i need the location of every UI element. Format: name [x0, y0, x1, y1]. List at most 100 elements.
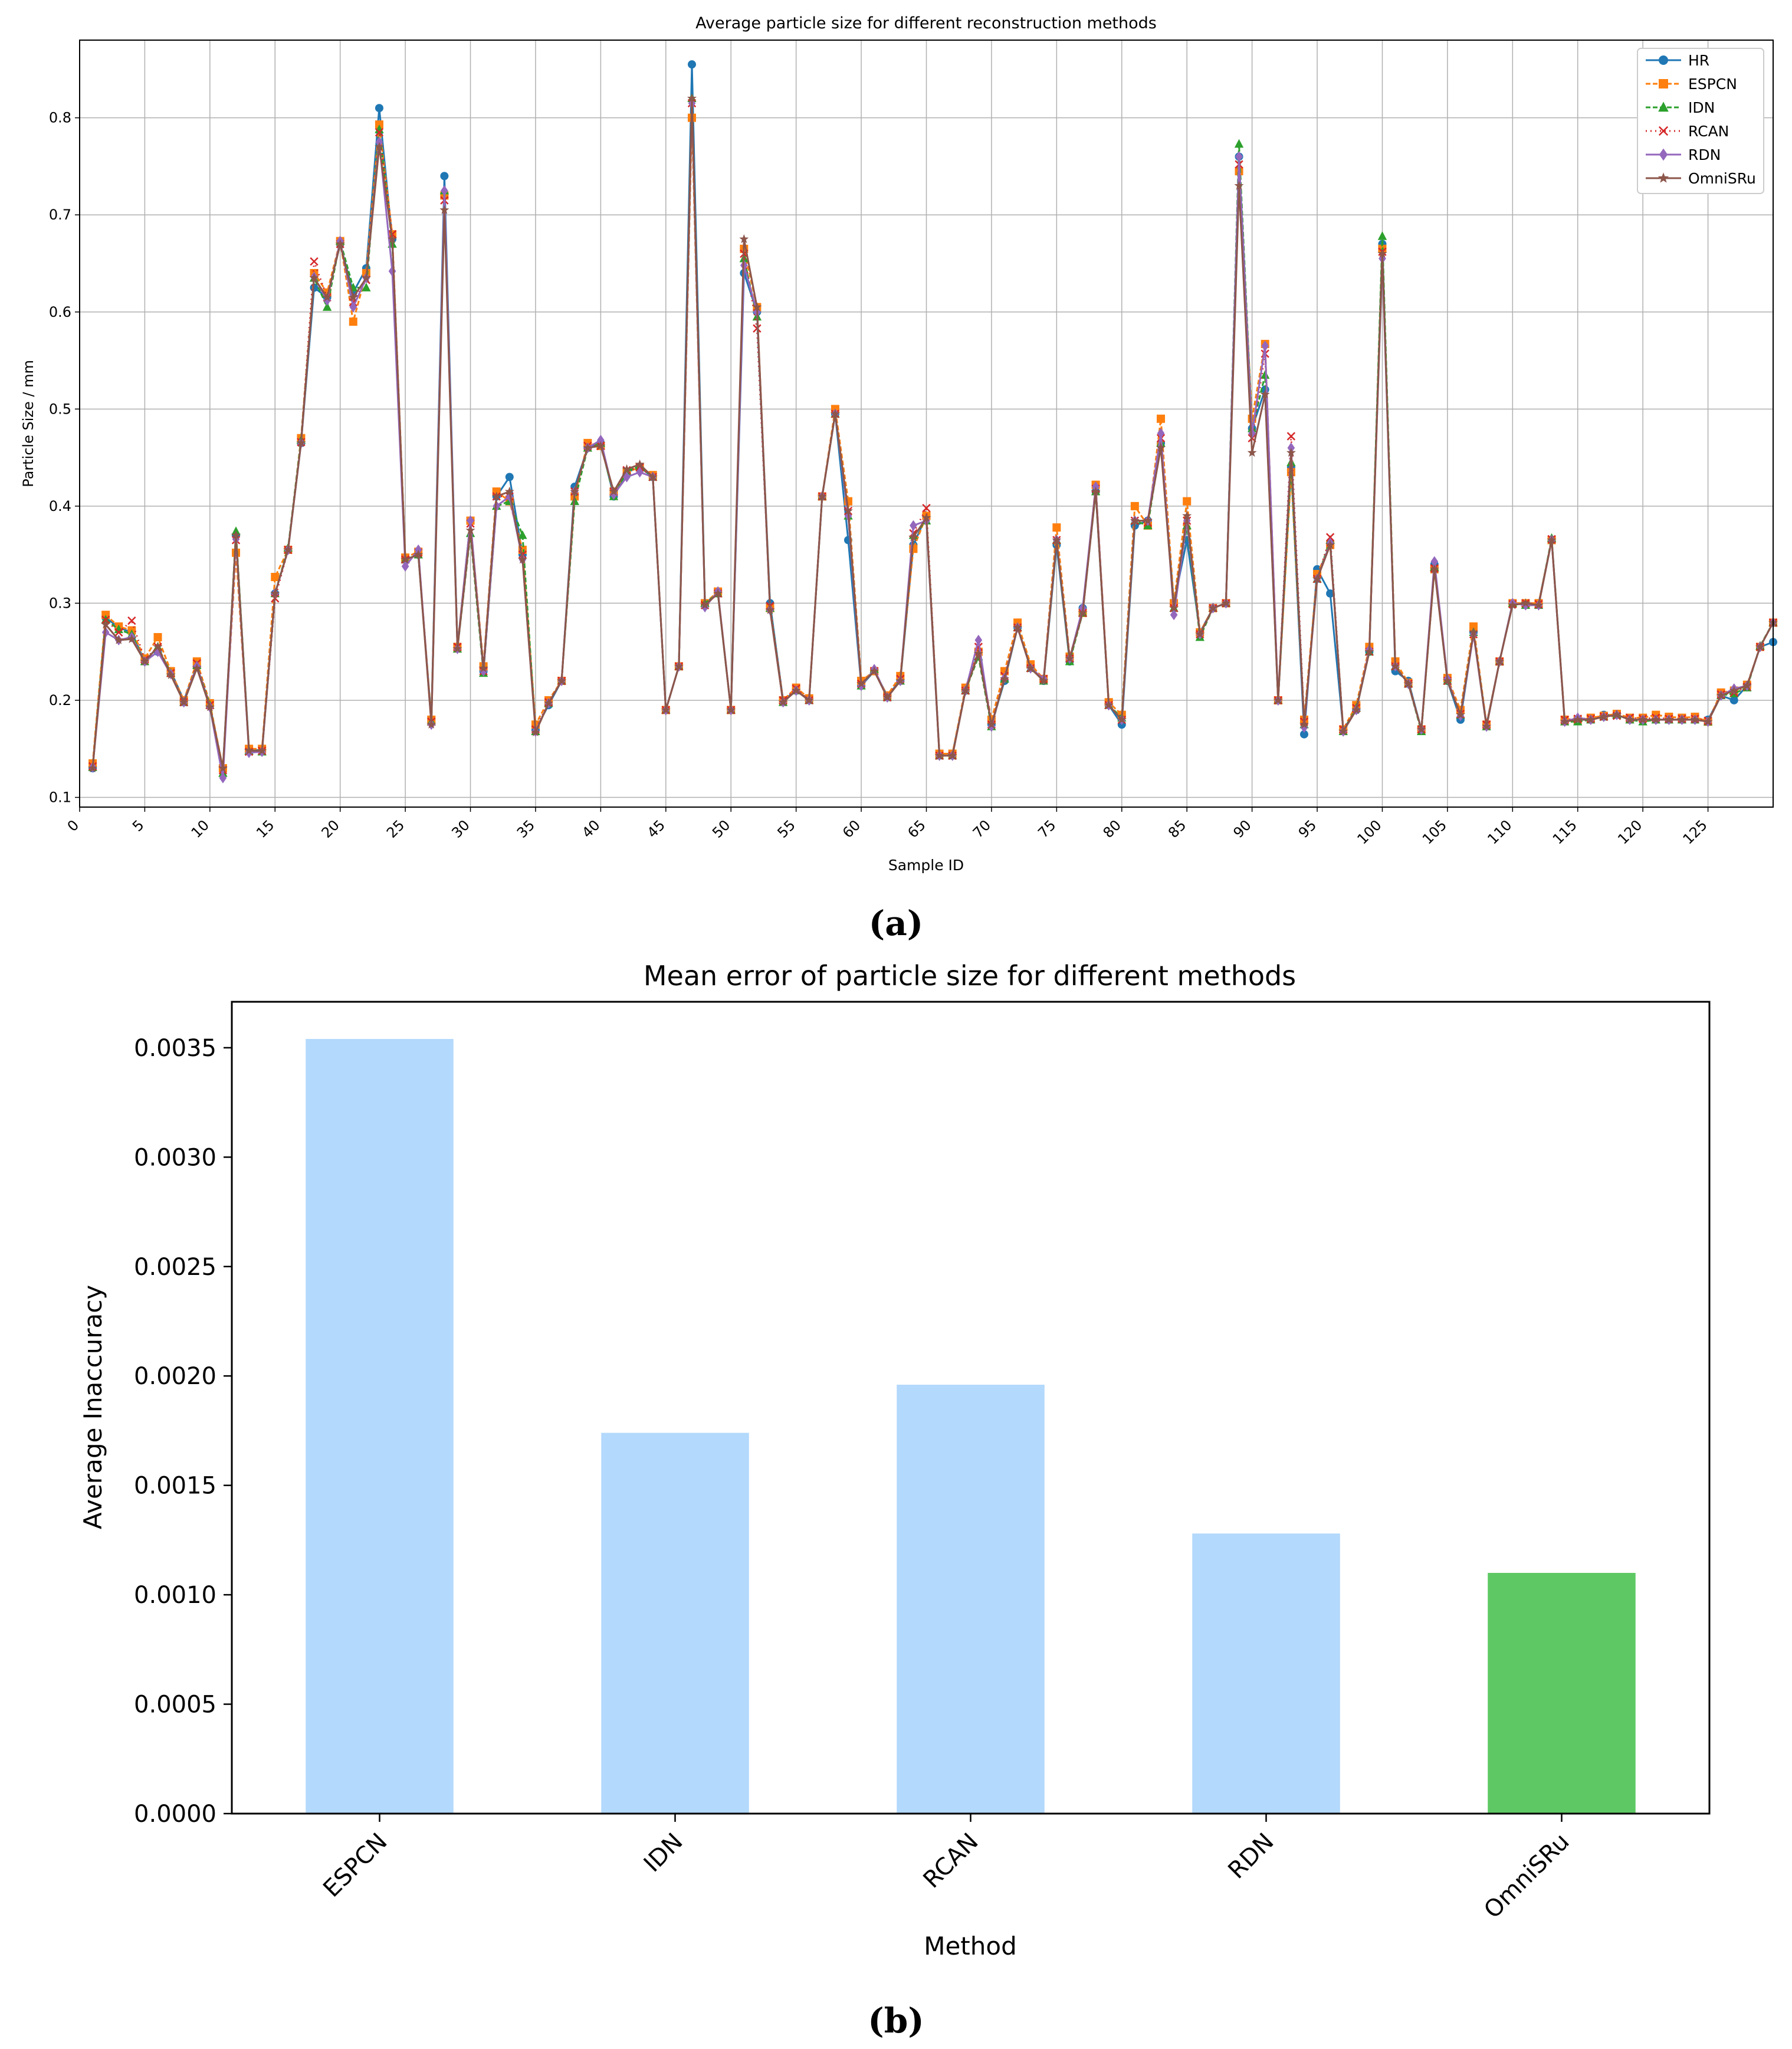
- data-point: [713, 588, 723, 598]
- data-point: [101, 619, 111, 629]
- x-tick-label: IDN: [639, 1828, 688, 1878]
- data-point: [1065, 653, 1075, 663]
- data-point: [491, 491, 501, 501]
- x-tick-label: 95: [1295, 817, 1320, 841]
- series-idn: [88, 93, 1778, 777]
- series-omnisru: [88, 93, 1778, 772]
- data-point: [309, 273, 319, 282]
- data-point: [752, 302, 762, 312]
- data-point: [1208, 603, 1218, 612]
- data-point: [648, 472, 658, 481]
- line-chart-y-label: Particle Size / mm: [20, 360, 37, 487]
- data-point: [1547, 535, 1557, 545]
- data-point: [375, 142, 384, 151]
- data-point: [375, 128, 384, 137]
- data-point: [361, 273, 371, 282]
- line-chart-x-ticks: 0 5 10 15 20 25 30 35 40 45 50 55 60 65 70 75 80 85 90 95 10…: [64, 807, 1711, 848]
- data-point: [1052, 535, 1062, 545]
- x-tick-label: 70: [970, 817, 994, 841]
- data-point: [1183, 497, 1192, 506]
- data-point: [1495, 656, 1505, 665]
- data-point: [1104, 700, 1114, 709]
- data-point: [973, 648, 983, 658]
- data-point: [1729, 696, 1738, 704]
- data-point: [440, 172, 449, 181]
- data-point: [830, 409, 840, 418]
- data-point: [401, 560, 409, 572]
- data-point: [257, 746, 267, 755]
- x-tick-label: 100: [1354, 817, 1385, 847]
- data-point: [1560, 716, 1570, 726]
- data-point: [1261, 370, 1270, 379]
- data-point: [1221, 598, 1231, 608]
- data-point: [1508, 600, 1518, 609]
- x-tick-label: 75: [1035, 817, 1059, 841]
- series-rdn: [88, 97, 1777, 783]
- data-point: [1430, 556, 1439, 567]
- series-line: [91, 102, 1774, 771]
- x-tick-label: 50: [709, 817, 733, 841]
- y-tick-label: 0.4: [49, 498, 71, 514]
- data-point: [1651, 714, 1661, 724]
- data-point: [518, 530, 527, 539]
- data-point: [1351, 705, 1361, 714]
- data-point: [349, 301, 357, 313]
- x-tick-label: ESPCN: [318, 1828, 392, 1903]
- line-chart-series: [88, 60, 1778, 783]
- data-point: [517, 555, 527, 564]
- data-point: [910, 520, 917, 531]
- line-chart-x-label: Sample ID: [888, 857, 964, 874]
- data-point: [1716, 690, 1726, 700]
- data-point: [1586, 714, 1596, 724]
- data-point: [465, 525, 475, 535]
- bar-rcan: [897, 1385, 1045, 1814]
- bar-chart-bars: [306, 1039, 1636, 1814]
- data-point: [1429, 564, 1439, 573]
- data-point: [622, 464, 632, 474]
- data-point: [505, 473, 514, 481]
- data-point: [1195, 629, 1205, 638]
- line-chart-grid: [79, 40, 1773, 807]
- x-tick-label: 80: [1100, 817, 1124, 841]
- data-point: [1260, 389, 1270, 399]
- data-point: [1416, 724, 1426, 734]
- legend-marker: [1658, 101, 1669, 112]
- data-point: [1286, 448, 1296, 457]
- data-point: [1690, 714, 1700, 724]
- data-point: [192, 663, 202, 673]
- data-point: [882, 692, 892, 701]
- data-point: [765, 605, 775, 614]
- data-point: [310, 257, 319, 266]
- data-point: [388, 265, 396, 277]
- data-point: [375, 104, 383, 113]
- data-point: [1143, 516, 1153, 525]
- data-point: [1312, 573, 1322, 583]
- legend-entry-idn: IDN: [1688, 99, 1715, 116]
- x-tick-label: 35: [514, 817, 538, 841]
- data-point: [1390, 661, 1400, 671]
- data-point: [1664, 714, 1674, 724]
- legend-entry-rcan: RCAN: [1688, 123, 1729, 140]
- legend-entry-espcn: ESPCN: [1688, 76, 1737, 93]
- x-tick-label: 90: [1230, 817, 1254, 841]
- bar-chart-x-ticks: ESPCN IDN RCAN RDN OmniSRu: [318, 1814, 1575, 1924]
- data-point: [205, 702, 215, 712]
- data-point: [623, 471, 631, 483]
- data-point: [1117, 714, 1127, 724]
- data-point: [687, 93, 697, 103]
- data-point: [1261, 340, 1269, 352]
- data-point: [1599, 712, 1609, 721]
- bar-espcn: [306, 1039, 454, 1814]
- data-point: [1755, 642, 1765, 651]
- data-point: [544, 698, 553, 707]
- y-tick-label: 0.0025: [134, 1254, 216, 1281]
- data-point: [1234, 139, 1244, 148]
- data-point: [335, 239, 345, 248]
- legend-entry-rdn: RDN: [1688, 146, 1721, 163]
- x-tick-label: 45: [644, 817, 668, 841]
- data-point: [1169, 603, 1179, 612]
- data-point: [1156, 442, 1166, 452]
- data-point: [557, 676, 567, 685]
- data-point: [140, 656, 150, 665]
- x-tick-label: 85: [1165, 817, 1189, 841]
